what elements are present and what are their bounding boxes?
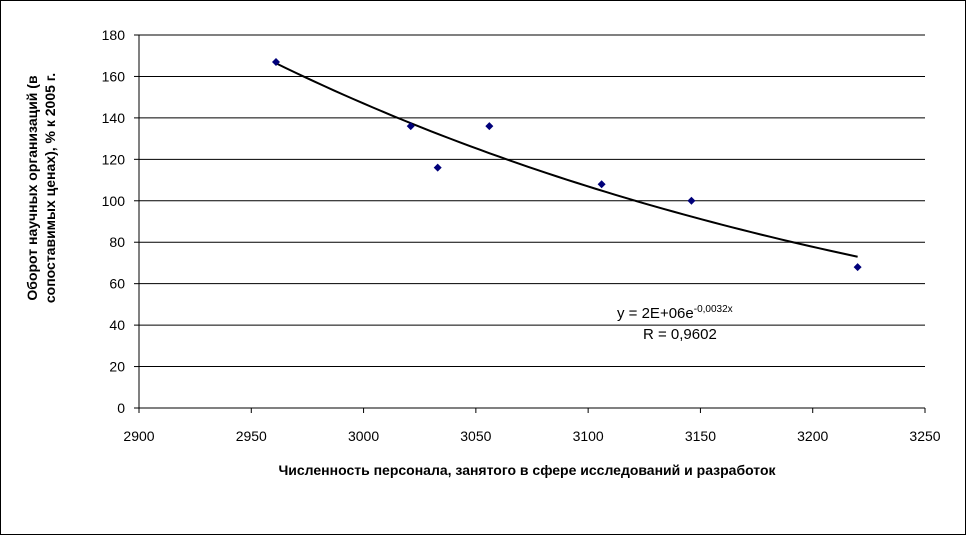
r-value: R = 0,9602 — [643, 326, 717, 343]
x-tick-label: 2950 — [236, 428, 267, 444]
y-tick-label: 80 — [109, 234, 125, 250]
y-tick-labels: 0 20 40 60 80 100 120 140 160 180 — [102, 27, 126, 416]
y-tick-label: 180 — [102, 27, 126, 43]
x-tick-label: 2900 — [123, 428, 154, 444]
data-point — [406, 122, 415, 131]
x-tick-labels: 2900 2950 3000 3050 3100 3150 3200 3250 — [123, 428, 940, 444]
y-axis-title-line1: Оборот научных организаций (в — [24, 75, 40, 301]
y-tick-label: 40 — [109, 317, 125, 333]
y-tick-label: 140 — [102, 110, 126, 126]
data-point — [597, 180, 606, 189]
trendline — [275, 62, 858, 258]
equation-exponent: -0,0032x — [694, 304, 733, 315]
y-tick-label: 120 — [102, 151, 126, 167]
trendline-path — [275, 62, 858, 258]
y-tick-label: 100 — [102, 193, 126, 209]
y-tick-label: 20 — [109, 359, 125, 375]
x-tick-label: 3200 — [797, 428, 828, 444]
data-points — [271, 57, 862, 272]
data-point — [485, 122, 494, 131]
x-axis-title: Численность персонала, занятого в сфере … — [278, 462, 776, 478]
y-tick-label: 60 — [109, 276, 125, 292]
y-axis-title: Оборот научных организаций (в сопоставим… — [24, 73, 58, 303]
y-tick-label: 160 — [102, 68, 126, 84]
x-tick-label: 3050 — [460, 428, 491, 444]
x-tick-label: 3250 — [909, 428, 940, 444]
data-point — [687, 196, 696, 205]
x-tick-label: 3150 — [685, 428, 716, 444]
grid-lines — [139, 34, 925, 368]
trendline-equation: y = 2E+06e-0,0032x R = 0,9602 — [617, 304, 733, 343]
svg-text:y = 2E+06e-0,0032x: y = 2E+06e-0,0032x — [617, 304, 733, 322]
axes — [134, 34, 926, 413]
y-tick-label: 0 — [117, 400, 125, 416]
x-tick-label: 3100 — [573, 428, 604, 444]
data-point — [433, 163, 442, 172]
x-tick-label: 3000 — [348, 428, 379, 444]
equation-prefix: y = 2E+06e — [617, 305, 694, 322]
y-axis-title-line2: сопоставимых ценах), % к 2005 г. — [42, 73, 58, 303]
data-point — [853, 263, 862, 272]
data-point — [271, 57, 280, 66]
